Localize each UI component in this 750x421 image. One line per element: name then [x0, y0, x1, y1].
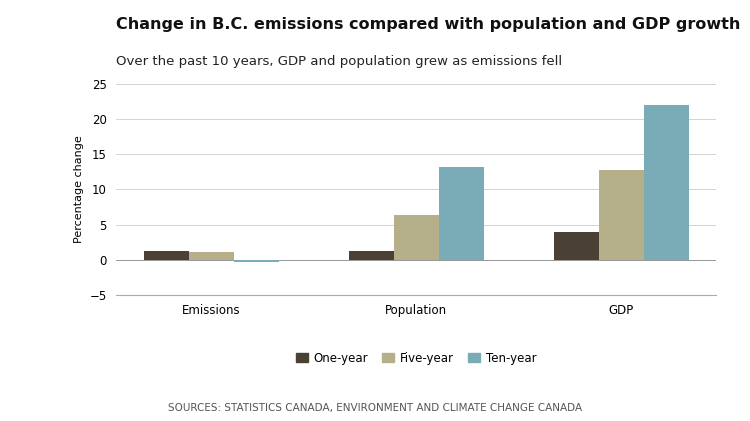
Legend: One-year, Five-year, Ten-year: One-year, Five-year, Ten-year [291, 347, 542, 369]
Bar [439, 167, 484, 260]
Text: SOURCES: STATISTICS CANADA, ENVIRONMENT AND CLIMATE CHANGE CANADA: SOURCES: STATISTICS CANADA, ENVIRONMENT … [168, 402, 582, 413]
Text: Change in B.C. emissions compared with population and GDP growth: Change in B.C. emissions compared with p… [116, 17, 740, 32]
Bar [554, 232, 598, 260]
Y-axis label: Percentage change: Percentage change [74, 136, 84, 243]
Text: Over the past 10 years, GDP and population grew as emissions fell: Over the past 10 years, GDP and populati… [116, 55, 562, 68]
Bar [644, 105, 689, 260]
Bar [598, 170, 644, 260]
Bar [189, 252, 234, 260]
Bar [234, 260, 279, 262]
Bar [143, 251, 189, 260]
Bar [394, 216, 439, 260]
Bar [349, 251, 394, 260]
